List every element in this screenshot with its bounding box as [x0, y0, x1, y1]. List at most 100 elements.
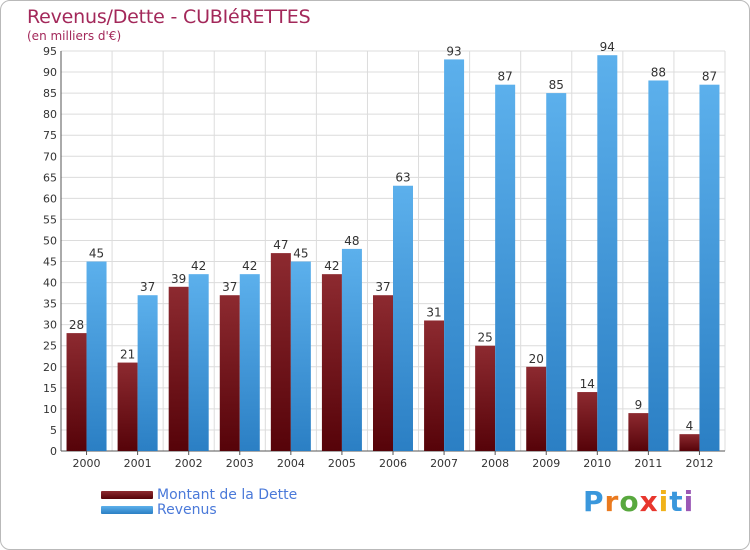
bar-debt-2007 — [424, 320, 445, 451]
data-label-debt: 4 — [686, 419, 694, 433]
data-label-revenus: 88 — [651, 65, 666, 79]
legend-label-debt: Montant de la Dette — [157, 486, 298, 503]
y-tick-label: 40 — [43, 277, 57, 290]
bar-debt-2005 — [321, 274, 342, 451]
y-tick-label: 15 — [43, 382, 57, 395]
y-tick-label: 55 — [43, 213, 57, 226]
bar-revenus-2006 — [393, 185, 413, 451]
data-label-revenus: 48 — [344, 234, 359, 248]
data-label-debt: 42 — [324, 259, 339, 273]
x-tick-label: 2007 — [430, 457, 458, 470]
label-layer: 0 5 10 15 20 25 30 35 40 45 50 55 60 65 70 75 80 85 90 95 28… — [43, 40, 717, 470]
y-tick-label: 0 — [50, 445, 57, 458]
x-tick-label: 2001 — [124, 457, 152, 470]
logo-letter: o — [619, 485, 640, 518]
data-label-debt: 14 — [580, 377, 595, 391]
x-tick-label: 2005 — [328, 457, 356, 470]
bar-debt-2008 — [475, 345, 496, 451]
data-label-revenus: 87 — [498, 70, 513, 84]
data-label-revenus: 87 — [702, 70, 717, 84]
y-tick-label: 95 — [43, 45, 57, 58]
data-label-revenus: 37 — [140, 280, 155, 294]
data-label-debt: 39 — [171, 272, 186, 286]
bar-debt-2010 — [577, 392, 598, 451]
y-tick-label: 25 — [43, 340, 57, 353]
legend-item-debt: Montant de la Dette — [101, 486, 298, 503]
data-label-revenus: 63 — [395, 171, 410, 185]
x-tick-label: 2002 — [175, 457, 203, 470]
bar-revenus-2010 — [597, 55, 618, 452]
legend-label-revenus: Revenus — [157, 501, 217, 518]
x-tick-label: 2000 — [73, 457, 101, 470]
bar-revenus-2001 — [137, 295, 158, 451]
data-label-debt: 25 — [478, 331, 493, 345]
y-tick-label: 30 — [43, 319, 57, 332]
x-tick-label: 2012 — [685, 457, 713, 470]
data-label-debt: 21 — [120, 348, 135, 362]
data-label-revenus: 42 — [191, 259, 206, 273]
logo-letter: x — [639, 485, 659, 518]
data-label-revenus: 93 — [446, 44, 461, 58]
data-label-revenus: 42 — [242, 259, 257, 273]
bar-revenus-2011 — [648, 80, 669, 451]
bar-revenus-2002 — [188, 274, 209, 451]
logo-letter: P — [583, 485, 605, 518]
bar-layer — [66, 55, 720, 452]
y-tick-label: 80 — [43, 108, 57, 121]
x-tick-label: 2004 — [277, 457, 305, 470]
bar-revenus-2000 — [86, 261, 107, 451]
logo-letter: r — [604, 485, 620, 518]
x-tick-label: 2006 — [379, 457, 407, 470]
logo-letter: i — [683, 485, 695, 518]
data-label-debt: 37 — [222, 280, 237, 294]
bar-debt-2003 — [219, 295, 240, 451]
y-tick-label: 50 — [43, 234, 57, 247]
y-tick-label: 10 — [43, 403, 57, 416]
y-tick-label: 5 — [50, 424, 57, 437]
chart-title: Revenus/Dette - CUBIéRETTES — [27, 6, 311, 28]
bar-debt-2012 — [679, 434, 700, 451]
bar-revenus-2008 — [495, 84, 516, 452]
bar-revenus-2003 — [239, 274, 260, 451]
bar-debt-2011 — [628, 413, 649, 451]
x-tick-label: 2003 — [226, 457, 254, 470]
data-label-revenus: 45 — [89, 247, 104, 261]
data-label-debt: 31 — [426, 305, 441, 319]
bar-debt-2002 — [168, 286, 189, 451]
y-tick-label: 85 — [43, 87, 57, 100]
bar-debt-2004 — [270, 253, 291, 451]
logo-letter: i — [658, 485, 670, 518]
data-label-debt: 37 — [375, 280, 390, 294]
bar-revenus-2007 — [444, 59, 465, 451]
y-tick-label: 65 — [43, 171, 57, 184]
data-label-revenus: 45 — [293, 247, 308, 261]
y-tick-label: 60 — [43, 192, 57, 205]
data-label-debt: 9 — [635, 398, 643, 412]
y-tick-label: 45 — [43, 256, 57, 269]
bar-revenus-2009 — [546, 93, 567, 452]
legend-swatch-debt — [101, 490, 153, 499]
data-label-debt: 47 — [273, 238, 288, 252]
bar-debt-2006 — [373, 295, 393, 451]
legend: Montant de la Dette Revenus — [101, 486, 298, 518]
data-label-revenus: 85 — [549, 78, 564, 92]
x-tick-label: 2011 — [634, 457, 662, 470]
data-label-debt: 28 — [69, 318, 84, 332]
data-label-debt: 20 — [529, 352, 544, 366]
y-tick-label: 75 — [43, 129, 57, 142]
proxiti-logo: Proxiti — [583, 485, 694, 518]
y-tick-label: 20 — [43, 361, 57, 374]
bar-revenus-2004 — [290, 261, 311, 451]
y-tick-label: 90 — [43, 66, 57, 79]
bar-debt-2001 — [117, 362, 138, 451]
logo-letter: t — [669, 485, 684, 518]
x-tick-label: 2008 — [481, 457, 509, 470]
y-tick-label: 35 — [43, 298, 57, 311]
bar-revenus-2005 — [341, 248, 362, 451]
bar-revenus-2012 — [699, 84, 720, 452]
y-tick-label: 70 — [43, 150, 57, 163]
bar-debt-2009 — [526, 366, 547, 451]
x-tick-label: 2010 — [583, 457, 611, 470]
